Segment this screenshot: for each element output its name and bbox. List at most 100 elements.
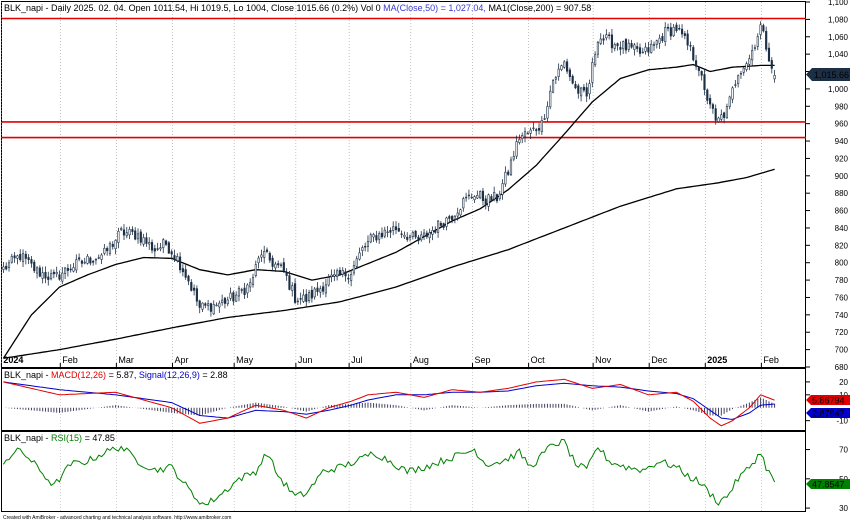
candle-body (507, 171, 510, 175)
candle-body (773, 74, 776, 80)
candle (425, 230, 428, 239)
candle-body (50, 273, 53, 280)
candle-body (218, 302, 221, 308)
candle-body (459, 209, 462, 216)
candle-body (765, 30, 768, 50)
candle (756, 33, 759, 51)
x-tick-label: Jun (298, 355, 313, 365)
candle-body (164, 240, 168, 245)
candle-body (153, 248, 156, 252)
candle-body (622, 41, 625, 50)
candle-body (271, 257, 274, 267)
candle (5, 262, 8, 271)
candle-body (181, 268, 184, 273)
candle-body (523, 131, 527, 138)
candle-body (47, 276, 50, 280)
candle-body (122, 229, 126, 236)
candle (518, 134, 521, 145)
candle (501, 179, 504, 200)
candle (350, 270, 353, 287)
candle-body (162, 239, 165, 249)
candle-body (7, 262, 11, 268)
candle-body (521, 135, 524, 140)
candle-body (195, 288, 198, 302)
price-y-tick-label: 820 (835, 241, 849, 250)
candle (560, 64, 563, 72)
date-x-axis: 2024 Feb Mar Apr May Jun Jul Aug Sep Oct Nov Dec 202… (0, 355, 779, 367)
candle-body (120, 228, 123, 231)
x-tick-label: Apr (174, 355, 188, 365)
candle (675, 22, 678, 33)
candle-body (683, 33, 686, 36)
candle (672, 23, 675, 38)
candle-body (277, 263, 280, 266)
macd-histogram (5, 397, 776, 416)
candle-body (748, 58, 751, 65)
candle (636, 42, 639, 53)
candle (173, 249, 176, 262)
candle-body (184, 269, 187, 278)
candle (577, 83, 580, 99)
candle-body (97, 257, 100, 259)
candle-body (498, 193, 501, 200)
candle (75, 254, 78, 274)
candle-body (420, 234, 423, 241)
candle (383, 226, 386, 239)
candle (770, 57, 773, 74)
candle-body (83, 261, 86, 264)
candle (366, 235, 370, 252)
candle (375, 230, 378, 243)
candle-body (187, 275, 190, 282)
candle-body (117, 231, 120, 243)
candle (145, 232, 148, 247)
candle-body (291, 285, 294, 291)
macd-path (3, 378, 775, 427)
candle-body (347, 277, 350, 280)
signal-line (3, 381, 775, 420)
candle-body (723, 112, 726, 118)
candle (728, 95, 731, 110)
candle (299, 292, 302, 305)
candle (493, 186, 496, 202)
candle (232, 290, 235, 306)
candle (52, 269, 55, 279)
candle (341, 267, 344, 278)
candle (201, 302, 204, 313)
candle (293, 278, 297, 305)
candle (397, 222, 400, 233)
candle-body (414, 230, 417, 238)
candle (540, 116, 543, 135)
candle (2, 261, 5, 273)
price-y-tick-label: 920 (835, 154, 849, 163)
price-header: BLK_napi - Daily 2025. 02. 04. Open 1011… (4, 3, 591, 13)
candle (117, 227, 120, 249)
candle-body (106, 248, 109, 252)
candle (209, 302, 212, 317)
candle (669, 22, 672, 40)
candle-body (89, 257, 92, 264)
candle-body (131, 229, 134, 232)
candle (162, 238, 165, 254)
candle (568, 67, 571, 81)
candle (428, 228, 431, 244)
last-price-label: 1,015.66 (814, 70, 849, 80)
candle-body (254, 264, 257, 276)
candle-body (237, 287, 241, 297)
candle (526, 131, 529, 135)
candle-body (134, 230, 137, 240)
candle (459, 208, 462, 218)
candle (181, 264, 184, 277)
candle (111, 241, 114, 250)
candle (265, 247, 269, 254)
candle (184, 264, 187, 280)
x-tick-label: Jul (351, 355, 363, 365)
candle-body (69, 268, 72, 271)
ma200-line (3, 168, 775, 359)
candle (610, 28, 614, 53)
candle-body (655, 40, 658, 45)
price-y-tick-label: 1,000 (828, 85, 849, 94)
candle (80, 259, 83, 268)
candle (333, 269, 336, 282)
candle (296, 297, 299, 305)
macd-panel-frame (1, 368, 806, 431)
